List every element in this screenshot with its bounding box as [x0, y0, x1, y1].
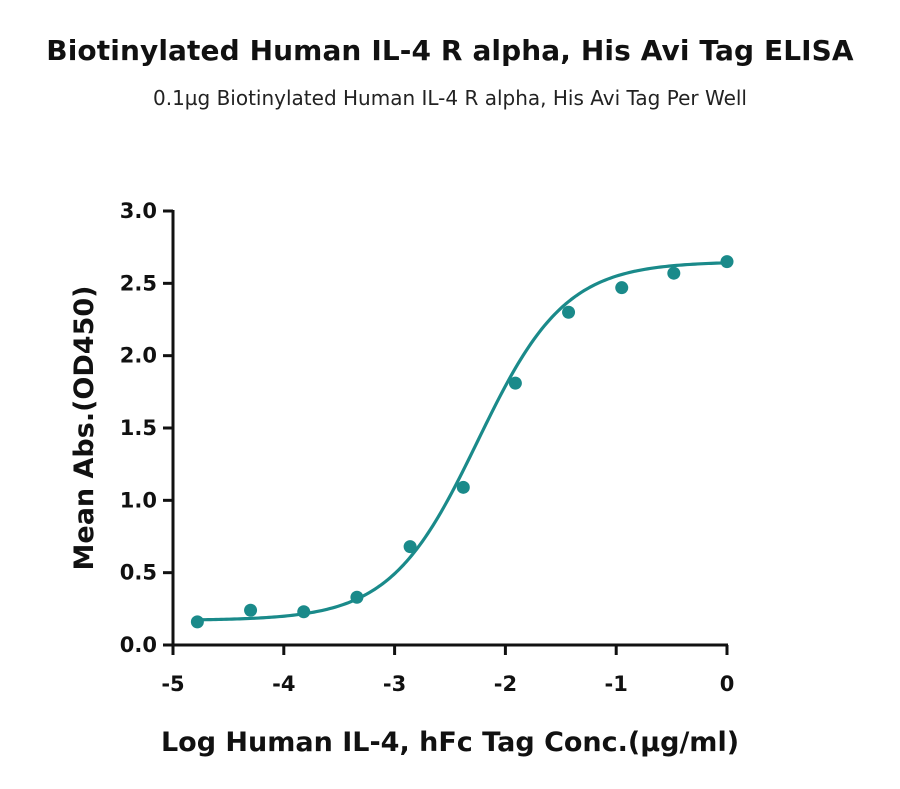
y-tick-label: 2.5 — [120, 271, 157, 295]
y-tick-label: 1.5 — [120, 416, 157, 440]
data-point — [297, 605, 311, 619]
data-point — [190, 615, 204, 629]
y-tick-label: 1.0 — [120, 488, 157, 512]
y-axis-label: Mean Abs.(OD450) — [69, 286, 100, 571]
x-tick-label: 0 — [720, 672, 735, 696]
x-axis-label: Log Human IL-4, hFc Tag Conc.(µg/ml) — [161, 727, 739, 758]
fit-curve-layer — [195, 261, 729, 622]
y-tick-label: 3.0 — [120, 199, 157, 223]
x-tick-label: -4 — [272, 672, 295, 696]
x-tick-label: -2 — [494, 672, 517, 696]
data-points-layer — [190, 255, 734, 629]
data-point — [508, 376, 522, 390]
x-tick-label: -1 — [605, 672, 628, 696]
data-point — [350, 590, 364, 604]
data-point — [244, 603, 258, 617]
data-point — [615, 281, 629, 295]
x-tick-label: -3 — [383, 672, 406, 696]
chart-subtitle: 0.1µg Biotinylated Human IL-4 R alpha, H… — [152, 86, 747, 110]
y-tick-label: 0.5 — [120, 561, 157, 585]
axes: 0.0 0.5 1.0 1.5 2.0 2.5 3.0 -5 -4 -3 -2 -1 0 — [120, 199, 735, 696]
data-point — [720, 255, 734, 269]
data-point — [456, 480, 470, 494]
data-point — [403, 540, 417, 554]
data-point — [667, 266, 681, 280]
data-point — [562, 305, 576, 319]
y-tick-label: 0.0 — [120, 633, 157, 657]
x-tick-label: -5 — [161, 672, 184, 696]
fit-curve — [195, 261, 729, 622]
y-tick-label: 2.0 — [120, 344, 157, 368]
chart-title: Biotinylated Human IL-4 R alpha, His Avi… — [46, 34, 854, 67]
